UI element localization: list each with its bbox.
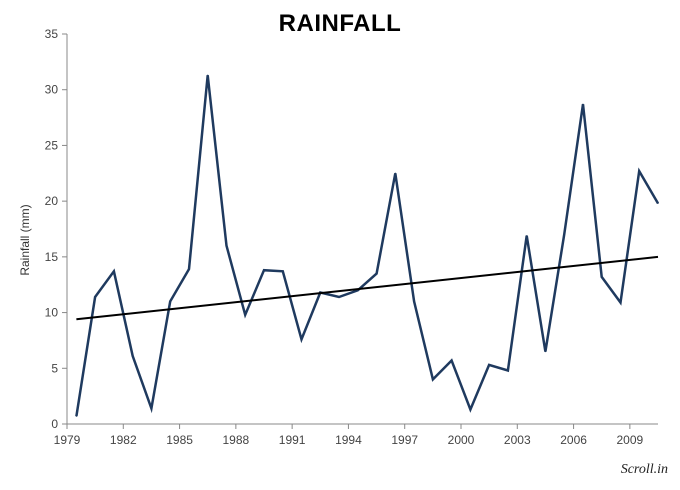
x-tick-label: 1979 <box>54 433 81 447</box>
x-tick-label: 2000 <box>448 433 475 447</box>
y-tick-label: 15 <box>45 250 59 264</box>
x-tick-label: 2009 <box>617 433 644 447</box>
data-point <box>375 272 378 275</box>
data-point <box>507 369 509 372</box>
data-point <box>601 276 603 278</box>
data-point <box>94 296 96 298</box>
y-tick-label: 0 <box>51 417 58 431</box>
data-point <box>582 103 584 105</box>
data-point <box>451 359 453 362</box>
data-point <box>544 350 547 353</box>
data-point <box>300 338 303 340</box>
data-point <box>263 269 265 271</box>
scroll-in-logo: Scroll.in <box>620 462 668 477</box>
data-point <box>207 74 209 76</box>
data-point <box>563 233 565 236</box>
data-point <box>657 202 659 204</box>
y-tick-label: 25 <box>45 138 59 152</box>
data-point <box>619 301 622 304</box>
x-tick-label: 1991 <box>279 433 306 447</box>
data-point <box>244 314 246 316</box>
x-tick-label: 1988 <box>223 433 250 447</box>
data-point <box>488 364 490 366</box>
x-tick-label: 2006 <box>560 433 587 447</box>
y-tick-label: 35 <box>45 27 59 41</box>
data-point <box>413 300 415 303</box>
x-tick-label: 1994 <box>335 433 362 447</box>
rainfall-series-line <box>75 75 660 417</box>
data-point <box>526 235 528 237</box>
data-point <box>113 270 115 272</box>
data-point <box>225 245 228 247</box>
y-tick-label: 5 <box>51 361 58 375</box>
data-point <box>432 378 434 381</box>
data-point <box>338 296 340 298</box>
data-point <box>282 270 284 272</box>
x-tick-label: 1982 <box>110 433 137 447</box>
data-point <box>169 300 171 303</box>
x-tick-label: 1997 <box>391 433 418 447</box>
data-point <box>75 415 77 417</box>
data-point <box>469 408 471 411</box>
data-point <box>188 268 190 270</box>
y-tick-label: 30 <box>45 83 59 97</box>
data-point <box>150 407 153 409</box>
data-point <box>638 170 640 172</box>
trend-line <box>76 255 659 321</box>
y-tick-label: 10 <box>45 306 59 320</box>
y-tick-label: 20 <box>45 194 59 208</box>
x-tick-label: 1985 <box>166 433 193 447</box>
data-point <box>132 355 134 357</box>
chart-title: RAINFALL <box>278 10 402 37</box>
x-tick-label: 2003 <box>504 433 531 447</box>
data-point <box>394 172 396 174</box>
